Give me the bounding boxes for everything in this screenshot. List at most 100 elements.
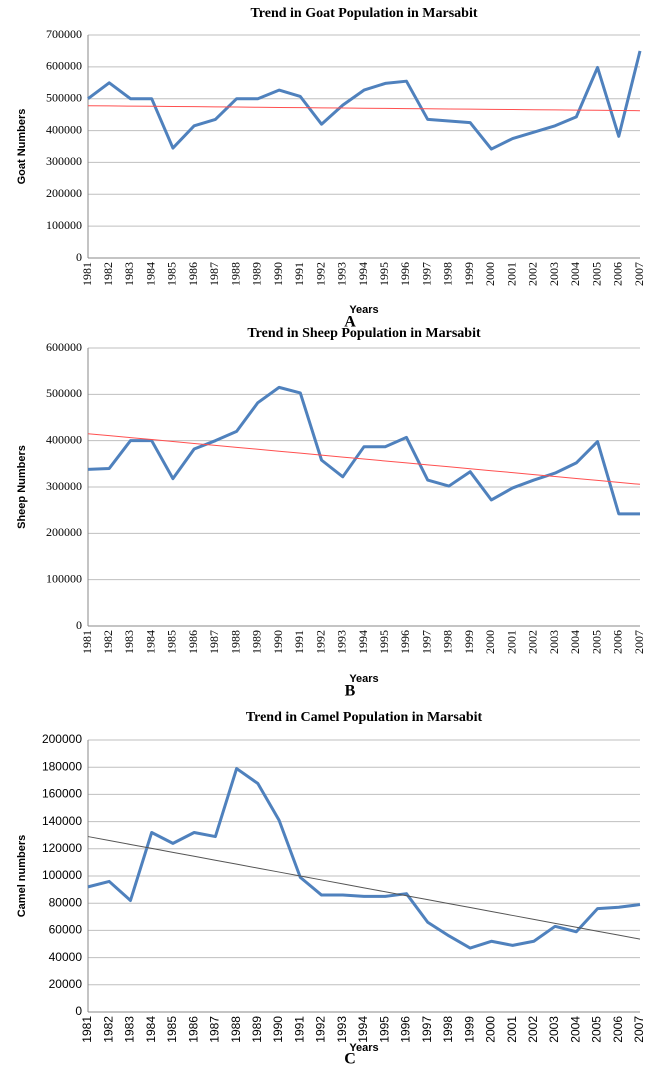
x-tick-label: 1986 xyxy=(186,630,200,654)
x-tick-label: 1986 xyxy=(186,1016,200,1043)
x-tick-label: 1991 xyxy=(292,262,306,286)
y-tick-label: 400000 xyxy=(46,122,82,136)
x-tick-label: 2000 xyxy=(483,262,497,286)
x-tick-label: 1996 xyxy=(398,262,412,286)
y-axis-label: Goat Numbers xyxy=(16,109,28,185)
x-tick-label: 1993 xyxy=(335,262,349,286)
x-axis-label: Years xyxy=(349,673,378,685)
chart: Trend in Goat Population in Marsabit 0 100… xyxy=(16,6,646,330)
data-line xyxy=(87,767,641,950)
x-tick-label: 1988 xyxy=(228,262,242,286)
y-tick-label: 300000 xyxy=(46,154,82,168)
x-tick-label: 1988 xyxy=(229,1016,243,1043)
y-tick-label: 500000 xyxy=(46,386,82,400)
x-tick-label: 1982 xyxy=(101,1016,115,1043)
y-tick-label: 600000 xyxy=(46,340,82,354)
x-tick-label: 1989 xyxy=(250,630,264,654)
x-tick-label: 1999 xyxy=(462,1016,476,1043)
y-tick-label: 400000 xyxy=(46,432,82,446)
y-tick-label: 200000 xyxy=(46,525,82,539)
x-tick-label: 2002 xyxy=(526,262,540,286)
trend-line xyxy=(87,836,641,940)
x-tick-label: 2004 xyxy=(568,262,582,286)
x-tick-label: 1985 xyxy=(165,262,179,286)
x-tick-label: 1993 xyxy=(335,1016,349,1043)
x-tick-label: 1984 xyxy=(144,1016,158,1043)
y-tick-label: 80000 xyxy=(49,895,83,909)
x-tick-label: 1981 xyxy=(80,630,94,654)
x-tick-label: 2007 xyxy=(632,1016,646,1043)
x-tick-label: 1987 xyxy=(208,1016,222,1043)
x-tick-label: 2005 xyxy=(590,1016,604,1043)
x-tick-label: 2004 xyxy=(568,1016,582,1043)
x-tick-label: 2006 xyxy=(611,1016,625,1043)
x-tick-label: 2006 xyxy=(611,262,625,286)
x-tick-label: 1994 xyxy=(356,630,370,654)
x-tick-label: 1996 xyxy=(398,630,412,654)
y-tick-label: 120000 xyxy=(42,841,82,855)
y-tick-label: 600000 xyxy=(46,59,82,73)
y-tick-label: 140000 xyxy=(42,814,82,828)
x-tick-label: 1994 xyxy=(356,262,370,286)
x-tick-label: 1987 xyxy=(207,262,221,286)
y-tick-label: 100000 xyxy=(46,218,82,232)
x-tick-label: 1985 xyxy=(165,1016,179,1043)
x-tick-label: 1999 xyxy=(462,262,476,286)
x-tick-label: 2007 xyxy=(632,262,646,286)
x-tick-label: 2007 xyxy=(632,630,646,654)
x-tick-label: 1999 xyxy=(462,630,476,654)
x-tick-label: 1981 xyxy=(80,262,94,286)
x-tick-label: 2002 xyxy=(526,1016,540,1043)
x-tick-label: 1991 xyxy=(292,630,306,654)
x-tick-label: 1995 xyxy=(377,1016,391,1043)
trend-line xyxy=(87,105,641,112)
trend-line xyxy=(87,433,641,485)
x-tick-label: 2001 xyxy=(505,1016,519,1043)
x-tick-label: 1992 xyxy=(314,1016,328,1043)
chart-title: Trend in Sheep Population in Marsabit xyxy=(247,326,481,341)
x-tick-label: 2003 xyxy=(547,630,561,654)
y-tick-label: 100000 xyxy=(46,571,82,585)
x-tick-label: 1997 xyxy=(419,630,433,654)
x-tick-label: 1994 xyxy=(356,1016,370,1043)
panel-label: B xyxy=(345,683,356,700)
x-tick-label: 1982 xyxy=(101,630,115,654)
y-tick-label: 20000 xyxy=(49,977,83,991)
x-tick-label: 1991 xyxy=(292,1016,306,1043)
y-tick-label: 500000 xyxy=(46,90,82,104)
x-tick-label: 1983 xyxy=(122,630,136,654)
x-tick-label: 2006 xyxy=(611,630,625,654)
y-tick-label: 300000 xyxy=(46,479,82,493)
x-tick-label: 1998 xyxy=(441,630,455,654)
x-tick-label: 1990 xyxy=(271,262,285,286)
x-tick-label: 2003 xyxy=(547,262,561,286)
x-tick-label: 1983 xyxy=(122,262,136,286)
chart: Trend in Camel Population in Marsabit 0 20… xyxy=(16,710,646,1066)
x-tick-label: 2000 xyxy=(484,1016,498,1043)
y-tick-label: 180000 xyxy=(42,759,82,773)
y-tick-label: 60000 xyxy=(49,923,83,937)
x-tick-label: 1990 xyxy=(271,630,285,654)
x-tick-label: 1981 xyxy=(80,1016,94,1043)
x-tick-label: 1992 xyxy=(313,630,327,654)
x-axis-label: Years xyxy=(349,304,378,316)
y-tick-label: 0 xyxy=(75,1004,82,1018)
y-tick-label: 40000 xyxy=(49,950,83,964)
x-tick-label: 2001 xyxy=(504,630,518,654)
x-tick-label: 2003 xyxy=(547,1016,561,1043)
y-tick-label: 200000 xyxy=(46,186,82,200)
x-tick-label: 1988 xyxy=(228,630,242,654)
x-tick-label: 1997 xyxy=(420,1016,434,1043)
x-tick-label: 1984 xyxy=(143,630,157,654)
x-tick-label: 1992 xyxy=(313,262,327,286)
y-axis-label: Sheep Numbers xyxy=(16,445,28,529)
x-tick-label: 1997 xyxy=(419,262,433,286)
x-tick-label: 1984 xyxy=(143,262,157,286)
x-tick-label: 1995 xyxy=(377,262,391,286)
x-tick-label: 2005 xyxy=(589,630,603,654)
x-tick-label: 1993 xyxy=(335,630,349,654)
chart: Trend in Sheep Population in Marsabit 0 10… xyxy=(16,326,646,699)
y-axis-label: Camel numbers xyxy=(16,835,28,918)
x-tick-label: 1989 xyxy=(250,262,264,286)
